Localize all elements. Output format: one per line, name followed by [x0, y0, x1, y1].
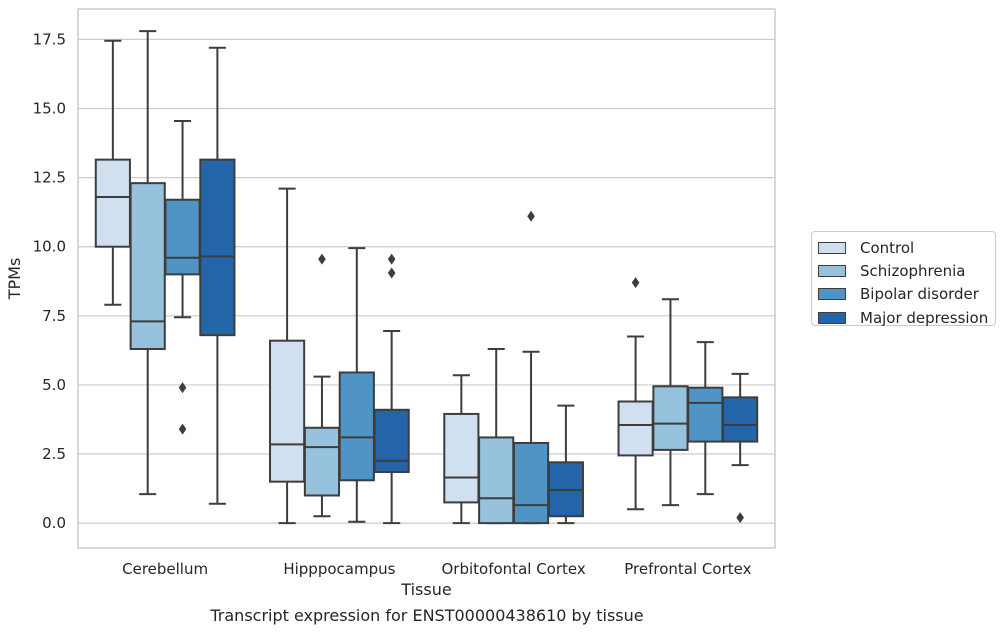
- legend-item: Control: [818, 236, 989, 259]
- box: [443, 412, 480, 504]
- x-tick-label: Cerebellum: [122, 560, 208, 578]
- y-tick-label: 0.0: [42, 514, 66, 532]
- box: [164, 198, 201, 276]
- outlier-point: [387, 253, 396, 265]
- x-tick-label: Orbitofontal Cortex: [442, 560, 586, 578]
- figure-caption: Transcript expression for ENST0000043861…: [210, 606, 644, 625]
- y-tick-label: 12.5: [33, 169, 66, 187]
- outlier-point: [527, 210, 535, 222]
- y-axis-label: TPMs: [5, 258, 24, 301]
- y-tick-label: 15.0: [33, 100, 66, 118]
- box: [687, 386, 724, 443]
- box: [269, 339, 306, 483]
- legend-swatch: [818, 264, 846, 277]
- box: [722, 396, 759, 443]
- box: [94, 158, 131, 248]
- y-tick-labels: 0.0 2.5 5.0 7.5 10.0 12.5 15.0 17.5: [33, 30, 66, 532]
- y-tick-label: 5.0: [42, 376, 66, 394]
- series-group: [199, 46, 759, 525]
- legend-item: Bipolar disorder: [818, 283, 989, 306]
- legend-label: Bipolar disorder: [860, 285, 979, 304]
- series-group: [129, 30, 689, 525]
- x-tick-label: Hipppocampus: [283, 560, 395, 578]
- box: [303, 426, 341, 497]
- box-series-layer: [94, 30, 759, 525]
- legend-swatch: [818, 288, 846, 301]
- outlier-point: [736, 512, 744, 524]
- y-tick-label: 10.0: [33, 238, 66, 256]
- outlier-point: [318, 253, 326, 265]
- x-tick-labels: Cerebellum Hipppocampus Orbitofontal Corte…: [122, 560, 751, 578]
- legend-item: Major depression: [818, 306, 989, 329]
- x-tick-label: Prefrontal Cortex: [624, 560, 751, 578]
- y-tick-label: 17.5: [33, 30, 66, 48]
- box: [199, 158, 236, 337]
- outlier-point: [631, 277, 640, 289]
- legend-swatch: [818, 241, 846, 254]
- outlier-point: [387, 267, 396, 279]
- legend: Control Schizophrenia Bipolar disorder Majo…: [811, 231, 996, 329]
- legend-label: Control: [860, 238, 915, 257]
- outlier-point: [178, 382, 187, 394]
- y-tick-label: 7.5: [42, 307, 66, 325]
- series-group: [94, 39, 654, 525]
- legend-swatch: [818, 311, 846, 324]
- series-group: [164, 119, 724, 525]
- legend-label: Schizophrenia: [860, 261, 966, 280]
- box: [338, 371, 375, 482]
- box: [478, 436, 515, 525]
- plot-frame: [77, 8, 776, 549]
- legend-label: Major depression: [860, 308, 989, 327]
- outlier-point: [178, 423, 187, 435]
- box: [617, 400, 654, 457]
- legend-item: Schizophrenia: [818, 259, 989, 282]
- box: [373, 408, 410, 473]
- box: [129, 182, 166, 350]
- x-axis-label: Tissue: [400, 580, 451, 599]
- box: [652, 385, 689, 451]
- box: [512, 441, 550, 525]
- y-tick-label: 2.5: [42, 445, 66, 463]
